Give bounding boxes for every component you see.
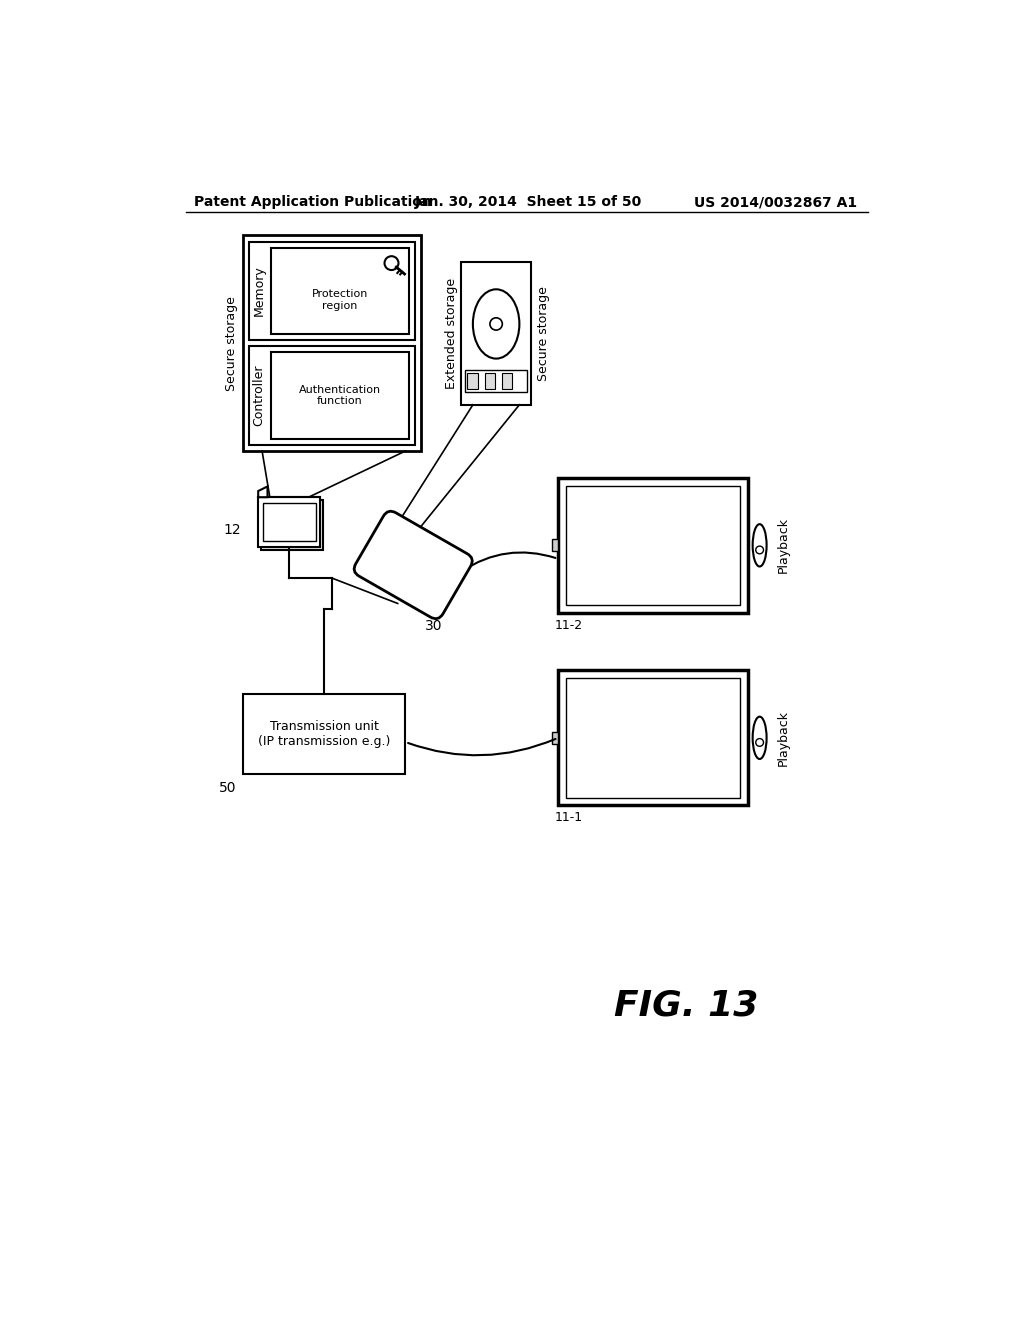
FancyBboxPatch shape: [249, 242, 415, 341]
FancyBboxPatch shape: [249, 346, 415, 445]
Text: Controller: Controller: [253, 364, 265, 426]
Text: 50: 50: [219, 780, 237, 795]
Text: Protection
region: Protection region: [311, 289, 368, 312]
Polygon shape: [258, 487, 267, 498]
Text: 11-2: 11-2: [554, 619, 583, 632]
Text: 12: 12: [223, 523, 241, 537]
FancyBboxPatch shape: [354, 511, 472, 619]
FancyBboxPatch shape: [502, 374, 512, 388]
FancyBboxPatch shape: [461, 263, 531, 405]
FancyBboxPatch shape: [270, 248, 409, 334]
Text: Playback: Playback: [776, 710, 790, 766]
FancyBboxPatch shape: [263, 503, 315, 541]
FancyBboxPatch shape: [566, 486, 740, 605]
Text: Memory: Memory: [253, 265, 265, 317]
FancyBboxPatch shape: [558, 671, 748, 805]
FancyBboxPatch shape: [552, 539, 558, 552]
Text: Patent Application Publication: Patent Application Publication: [194, 195, 432, 210]
FancyBboxPatch shape: [552, 731, 558, 744]
FancyBboxPatch shape: [465, 370, 527, 392]
Text: US 2014/0032867 A1: US 2014/0032867 A1: [693, 195, 857, 210]
FancyBboxPatch shape: [258, 498, 321, 548]
FancyBboxPatch shape: [566, 678, 740, 797]
FancyBboxPatch shape: [484, 374, 496, 388]
Text: 11-1: 11-1: [554, 812, 583, 825]
Text: Jan. 30, 2014  Sheet 15 of 50: Jan. 30, 2014 Sheet 15 of 50: [415, 195, 642, 210]
Text: Authentication
function: Authentication function: [299, 384, 381, 407]
Text: Secure storage: Secure storage: [225, 296, 239, 391]
FancyBboxPatch shape: [243, 235, 421, 451]
FancyBboxPatch shape: [467, 374, 478, 388]
FancyBboxPatch shape: [243, 693, 406, 775]
FancyBboxPatch shape: [260, 499, 323, 549]
Text: Secure storage: Secure storage: [537, 286, 550, 381]
FancyBboxPatch shape: [270, 352, 409, 438]
FancyBboxPatch shape: [558, 478, 748, 612]
Text: Extended storage: Extended storage: [445, 279, 459, 389]
Text: FIG. 13: FIG. 13: [613, 989, 758, 1023]
Text: Playback: Playback: [776, 517, 790, 573]
Text: 30: 30: [425, 619, 442, 632]
Text: Transmission unit
(IP transmission e.g.): Transmission unit (IP transmission e.g.): [258, 719, 390, 748]
